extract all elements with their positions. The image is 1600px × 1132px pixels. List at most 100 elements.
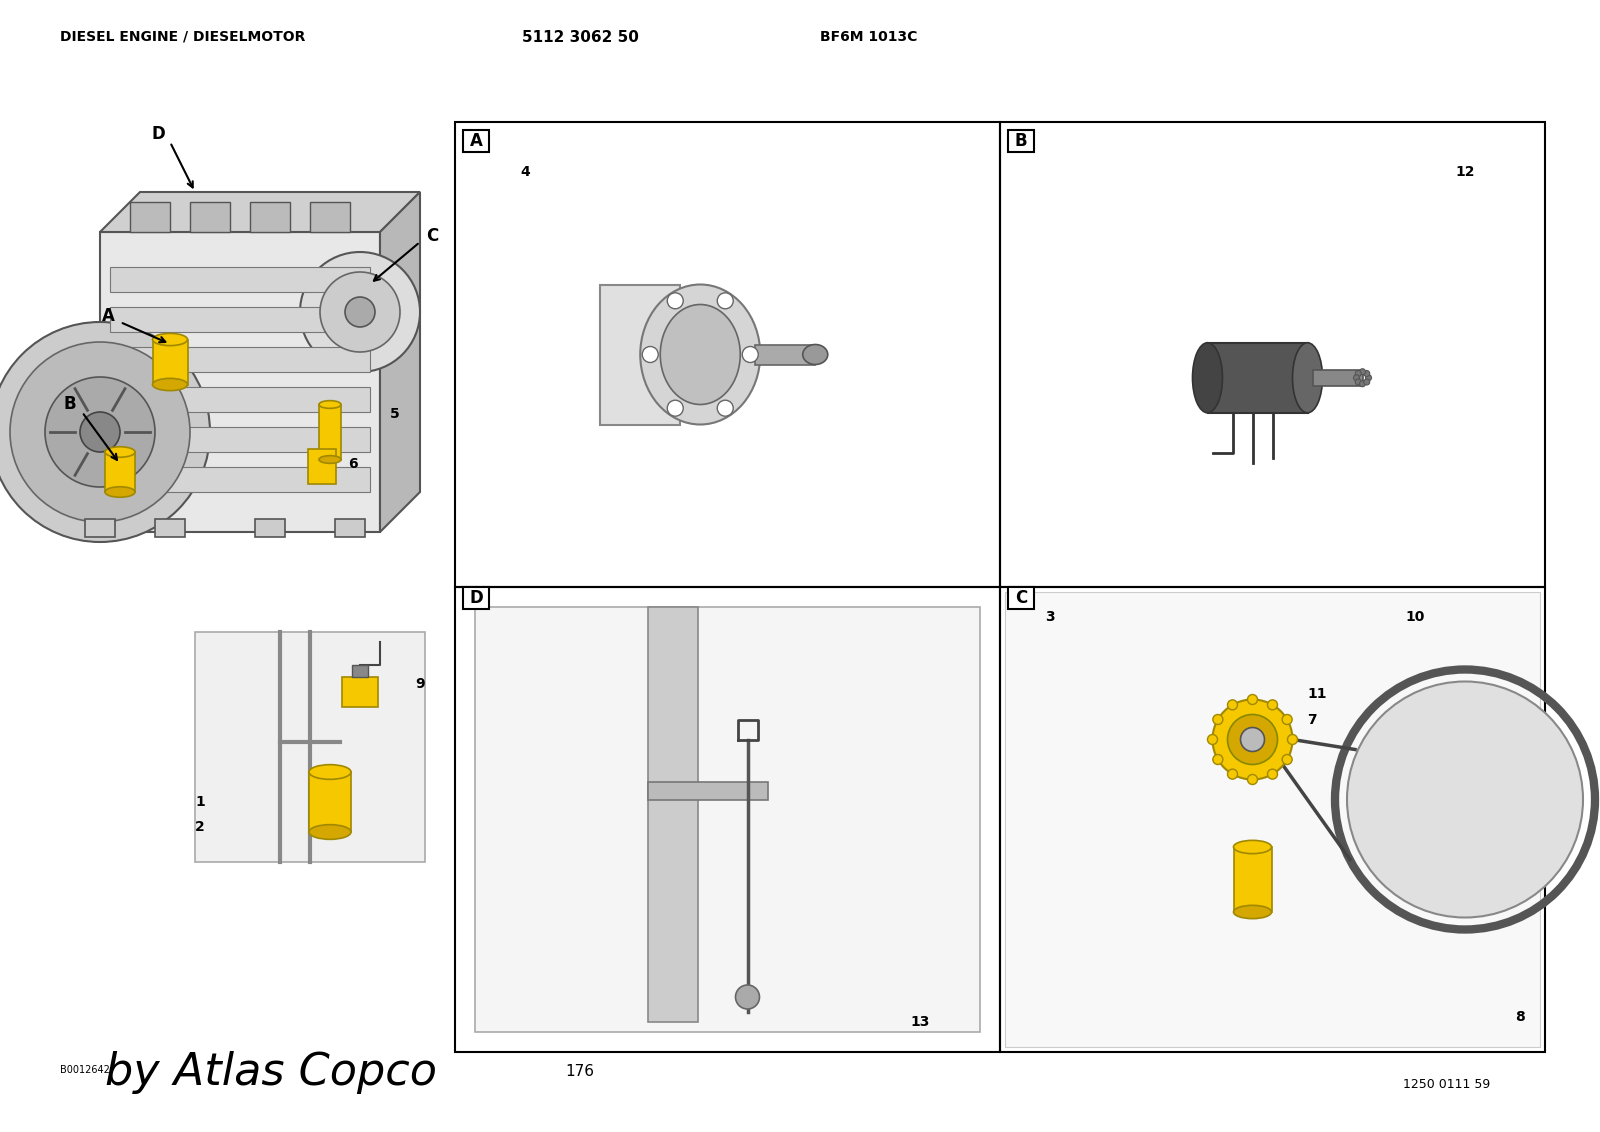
Circle shape (1355, 370, 1362, 377)
Circle shape (1267, 769, 1277, 779)
Circle shape (1365, 375, 1371, 380)
Bar (755, 344, 816, 365)
Bar (600, 284, 680, 424)
Text: 7: 7 (1307, 712, 1317, 727)
Bar (85, 518, 115, 537)
Ellipse shape (152, 334, 187, 345)
Circle shape (45, 377, 155, 487)
Text: 5112 3062 50: 5112 3062 50 (522, 29, 638, 44)
Circle shape (1267, 700, 1277, 710)
Text: 4: 4 (520, 165, 530, 179)
Ellipse shape (1234, 906, 1272, 919)
Ellipse shape (309, 764, 350, 779)
Polygon shape (99, 192, 419, 232)
Circle shape (1360, 369, 1365, 375)
Text: A: A (101, 307, 115, 325)
Ellipse shape (106, 447, 134, 457)
Bar (250, 201, 290, 232)
Bar (110, 427, 370, 452)
Bar (1008, 130, 1034, 152)
Text: 9: 9 (414, 677, 424, 691)
Circle shape (0, 321, 210, 542)
Circle shape (346, 297, 374, 327)
Bar (648, 607, 698, 1022)
Text: 6: 6 (349, 457, 358, 471)
Circle shape (1282, 714, 1293, 724)
Text: C: C (426, 228, 438, 245)
Text: 2: 2 (195, 820, 205, 834)
Ellipse shape (318, 456, 341, 463)
Circle shape (1248, 695, 1258, 704)
Text: 5: 5 (390, 408, 400, 421)
Bar (462, 130, 490, 152)
Circle shape (80, 412, 120, 452)
Bar (454, 588, 1000, 1052)
Circle shape (1363, 370, 1370, 377)
Text: BF6M 1013C: BF6M 1013C (819, 31, 917, 44)
Text: 1250 0111 59: 1250 0111 59 (1403, 1078, 1490, 1090)
Text: 8: 8 (1515, 1010, 1525, 1024)
Circle shape (717, 293, 733, 309)
Text: C: C (1014, 589, 1027, 607)
Bar (99, 232, 381, 532)
Text: D: D (469, 589, 483, 607)
Polygon shape (381, 192, 419, 532)
Bar (318, 404, 341, 460)
Bar (1000, 588, 1546, 1052)
Ellipse shape (1234, 840, 1272, 854)
Bar (106, 452, 134, 492)
Bar (1208, 343, 1307, 413)
Bar (155, 518, 186, 537)
Circle shape (1347, 681, 1582, 918)
Bar (130, 201, 170, 232)
Circle shape (1363, 379, 1370, 385)
Ellipse shape (152, 378, 187, 391)
Circle shape (736, 985, 760, 1009)
Circle shape (1354, 375, 1360, 380)
Circle shape (742, 346, 758, 362)
Circle shape (1227, 700, 1237, 710)
Circle shape (717, 401, 733, 417)
Bar (110, 267, 370, 292)
Text: by Atlas Copco: by Atlas Copco (106, 1050, 437, 1094)
Bar (310, 201, 350, 232)
Bar (110, 387, 370, 412)
Bar (462, 588, 490, 609)
Text: B: B (64, 395, 77, 413)
Bar (309, 772, 350, 832)
Circle shape (1213, 755, 1222, 764)
Bar (454, 122, 1000, 588)
Circle shape (1213, 714, 1222, 724)
Bar (475, 607, 979, 1032)
Text: 10: 10 (1405, 610, 1424, 624)
Bar (1000, 122, 1546, 588)
Text: 11: 11 (1307, 687, 1326, 702)
Bar (110, 468, 370, 492)
Text: A: A (469, 132, 483, 151)
Ellipse shape (318, 401, 341, 409)
Circle shape (1282, 755, 1293, 764)
Circle shape (10, 342, 190, 522)
Bar (110, 307, 370, 332)
Ellipse shape (1293, 343, 1323, 413)
Circle shape (1240, 728, 1264, 752)
Text: B: B (1014, 132, 1027, 151)
Circle shape (1248, 774, 1258, 784)
Circle shape (642, 346, 658, 362)
Circle shape (667, 401, 683, 417)
Text: 12: 12 (1456, 165, 1475, 179)
Bar (254, 518, 285, 537)
Bar (1005, 592, 1539, 1047)
Bar (152, 340, 187, 385)
Ellipse shape (1192, 343, 1222, 413)
Circle shape (1360, 380, 1365, 387)
Ellipse shape (640, 284, 760, 424)
Text: 13: 13 (910, 1015, 930, 1029)
Text: 3: 3 (1045, 610, 1054, 624)
Bar (195, 632, 426, 861)
Ellipse shape (803, 344, 827, 365)
Circle shape (1288, 735, 1298, 745)
Circle shape (667, 293, 683, 309)
Ellipse shape (309, 824, 350, 839)
Text: DIESEL ENGINE / DIESELMOTOR: DIESEL ENGINE / DIESELMOTOR (61, 31, 306, 44)
